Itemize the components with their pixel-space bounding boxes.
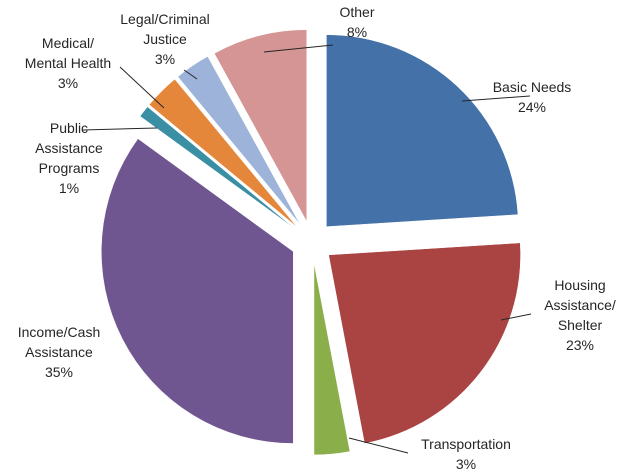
data-label-line: Mental Health xyxy=(25,55,111,71)
slice-income-cash-assistance xyxy=(101,138,294,444)
leader-line-basic-needs xyxy=(461,95,531,102)
slice-housing-assistance-shelter xyxy=(328,242,521,444)
data-label-line: Transportation xyxy=(421,436,511,452)
data-label-line: 23% xyxy=(566,337,594,353)
data-label-legal-criminal-justice: Legal/Criminal Justice 3% xyxy=(120,11,209,67)
slice-medical-mental-health xyxy=(148,78,298,228)
slice-public-assistance-programs xyxy=(139,106,296,230)
data-label-line: Income/Cash xyxy=(18,324,100,340)
slice-basic-needs xyxy=(326,34,519,227)
leader-line-housing-assistance-shelter xyxy=(500,313,532,321)
leader-line-legal-criminal-justice xyxy=(183,69,198,80)
data-label-line: Other xyxy=(339,4,374,20)
data-label-income-cash-assistance: Income/Cash Assistance 35% xyxy=(18,324,100,380)
leader-line-medical-mental-health xyxy=(119,66,165,109)
data-label-transportation: Transportation 3% xyxy=(421,436,511,472)
data-label-basic-needs: Basic Needs 24% xyxy=(493,79,572,115)
data-label-medical-mental-health: Medical/Mental Health 3% xyxy=(25,35,111,91)
data-label-line: Assistance xyxy=(35,140,103,156)
data-label-line: 8% xyxy=(347,24,367,40)
data-label-line: 3% xyxy=(456,456,476,472)
slice-transportation xyxy=(313,262,351,456)
data-label-line: Legal/Criminal xyxy=(120,11,209,27)
slice-other xyxy=(213,29,308,222)
leader-line-public-assistance-programs xyxy=(82,127,158,131)
data-label-other: Other 8% xyxy=(339,4,374,40)
leader-line-other xyxy=(263,44,334,53)
leader-line-transportation xyxy=(348,437,409,454)
data-label-line: Programs xyxy=(39,160,100,176)
data-label-public-assistance-programs: Public Assistance Programs 1% xyxy=(35,120,103,196)
data-label-line: Assistance xyxy=(25,344,93,360)
data-label-line: Public xyxy=(50,120,88,136)
data-label-housing-assistance-shelter: Housing Assistance/Shelter 23% xyxy=(544,277,616,353)
data-label-line: 24% xyxy=(518,99,546,115)
data-label-line: Medical/ xyxy=(42,35,94,51)
slice-legal-criminal-justice xyxy=(177,56,301,225)
data-label-line: 1% xyxy=(59,180,79,196)
data-label-line: 3% xyxy=(155,51,175,67)
data-label-line: Assistance/ xyxy=(544,297,616,313)
data-label-line: Housing xyxy=(554,277,605,293)
data-label-line: 3% xyxy=(58,75,78,91)
data-label-line: Shelter xyxy=(558,317,603,333)
data-label-line: 35% xyxy=(45,364,73,380)
data-label-line: Justice xyxy=(143,31,187,47)
data-label-line: Basic Needs xyxy=(493,79,572,95)
